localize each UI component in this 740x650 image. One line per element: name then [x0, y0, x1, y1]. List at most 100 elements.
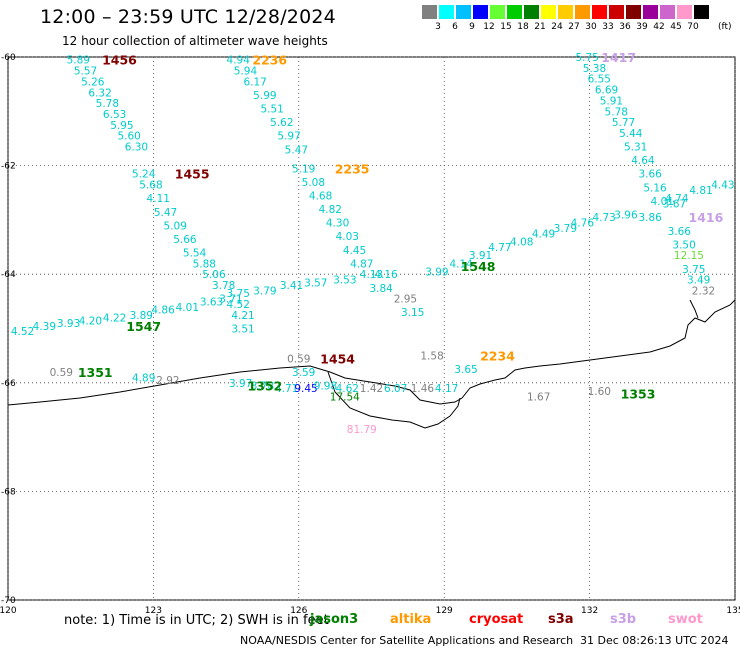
wave-height-label: 12.15: [674, 250, 704, 262]
latitude-tick-label: -70: [1, 596, 16, 606]
wave-height-label: 5.95: [110, 120, 133, 132]
wave-height-label: 3.67: [663, 199, 686, 211]
footer-credit: NOAA/NESDIS Center for Satellite Applica…: [240, 634, 574, 647]
wave-height-label: 3.53: [333, 275, 356, 287]
wave-height-label: 4.68: [309, 190, 332, 202]
wave-height-label: 3.78: [212, 280, 235, 292]
wave-height-label: 6.55: [588, 74, 611, 86]
wave-height-label: 4.89: [132, 372, 155, 384]
wave-height-label: 5.78: [605, 106, 628, 118]
latitude-tick-label: -68: [1, 487, 16, 497]
color-scale-label: 45: [670, 22, 682, 32]
wave-height-label: 1.67: [527, 391, 550, 403]
color-scale-swatch: [626, 5, 641, 19]
wave-height-label: 3.59: [292, 367, 315, 379]
color-scale-label: 12: [483, 22, 495, 32]
wave-height-label: 5.78: [96, 98, 119, 110]
wave-height-label: 1.58: [420, 351, 443, 363]
color-scale-swatch: [456, 5, 471, 19]
wave-height-label: 3.93: [57, 318, 80, 330]
wave-height-label: 4.11: [147, 193, 170, 205]
latitude-tick-label: -66: [1, 379, 16, 389]
longitude-tick-label: 135: [726, 606, 740, 616]
wave-height-label: 6.30: [125, 142, 148, 154]
wave-height-label: 5.57: [74, 66, 97, 78]
wave-height-label: 5.51: [260, 104, 283, 116]
pass-time-label: 1456: [102, 53, 137, 68]
wave-height-label: 4.82: [319, 204, 342, 216]
page-title: 12:00 – 23:59 UTC 12/28/2024: [40, 6, 336, 28]
wave-height-label: 17.54: [330, 391, 360, 403]
color-scale-label: 42: [653, 22, 665, 32]
pass-time-label: 1547: [126, 319, 161, 334]
wave-height-label: 3.78: [251, 381, 274, 393]
wave-height-label: 3.63: [200, 296, 223, 308]
plot-frame: [7, 56, 736, 601]
wave-height-label: 9.98: [314, 381, 337, 393]
wave-height-label: 4.17: [435, 383, 458, 395]
color-scale-label: 15: [500, 22, 512, 32]
wave-height-label: 4.20: [79, 315, 102, 327]
color-scale-swatch: [541, 5, 556, 19]
wave-height-label: 3.75: [227, 288, 250, 300]
wave-height-label: 1.46: [411, 383, 435, 395]
wave-height-label: 6.32: [88, 87, 111, 99]
satellite-legend-item: cryosat: [469, 612, 524, 627]
wave-height-label: 5.47: [285, 144, 308, 156]
wave-height-label: 5.75: [575, 52, 598, 64]
wave-height-label: 3.15: [401, 307, 424, 319]
wave-height-label: 4.74: [665, 193, 689, 205]
wave-height-label: 5.47: [154, 207, 177, 219]
longitude-tick-label: 129: [436, 606, 453, 616]
wave-height-label: 5.06: [202, 269, 226, 281]
wave-height-label: 4.76: [571, 218, 595, 230]
wave-height-label: 4.01: [651, 196, 674, 208]
wave-height-label: 3.65: [454, 364, 477, 376]
pass-time-label: 1417: [601, 50, 636, 65]
wave-height-label: 4.30: [326, 218, 349, 230]
coastline-inlet: [327, 371, 461, 429]
wave-height-label: 4.21: [231, 310, 254, 322]
wave-height-label: 5.16: [643, 182, 667, 194]
color-scale-label: 9: [469, 22, 475, 32]
wave-height-label: 5.68: [139, 180, 162, 192]
pass-time-label: 1548: [461, 259, 496, 274]
wave-height-label: 5.62: [270, 117, 293, 129]
wave-height-label: 3.71: [219, 294, 242, 306]
wave-height-label: 4.03: [336, 231, 359, 243]
wave-height-label: 2.32: [692, 285, 715, 297]
wave-height-label: 5.44: [619, 128, 643, 140]
wave-height-label: 4.14: [449, 258, 473, 270]
wave-height-label: 5.08: [302, 177, 325, 189]
wave-height-label: 6.17: [243, 76, 266, 88]
wave-height-label: 6.69: [595, 85, 618, 97]
satellite-legend-item: jason3: [310, 612, 359, 627]
wave-height-label: 4.52: [227, 299, 250, 311]
wave-height-label: 5.97: [277, 131, 300, 143]
wave-height-label: 3.66: [638, 169, 662, 181]
latitude-tick-label: -62: [1, 162, 16, 172]
pass-time-label: 1455: [175, 167, 210, 182]
wave-height-label: 4.81: [689, 185, 712, 197]
color-scale-swatch: [490, 5, 505, 19]
wave-height-label: 0.59: [50, 367, 73, 379]
color-scale-swatch: [439, 5, 454, 19]
wave-height-label: 4.01: [176, 302, 199, 314]
wave-height-label: 3.97: [229, 378, 252, 390]
satellite-legend-item: altika: [390, 612, 432, 627]
wave-height-label: 5.31: [624, 142, 647, 154]
wave-height-label: 4.86: [151, 304, 175, 316]
satellite-legend-item: s3a: [548, 612, 574, 627]
color-scale-label: 18: [517, 22, 529, 32]
wave-height-label: 5.66: [173, 234, 197, 246]
wave-height-label: 3.50: [672, 239, 695, 251]
pass-time-label: 2234: [480, 349, 515, 364]
color-scale-swatch: [524, 5, 539, 19]
pass-time-label: 1352: [247, 379, 282, 394]
wave-height-label: 9.45: [294, 383, 317, 395]
color-scale-label: 30: [585, 22, 597, 32]
color-scale-label: 33: [602, 22, 614, 32]
longitude-tick-label: 132: [581, 606, 598, 616]
wave-height-label: 4.77: [488, 242, 511, 254]
